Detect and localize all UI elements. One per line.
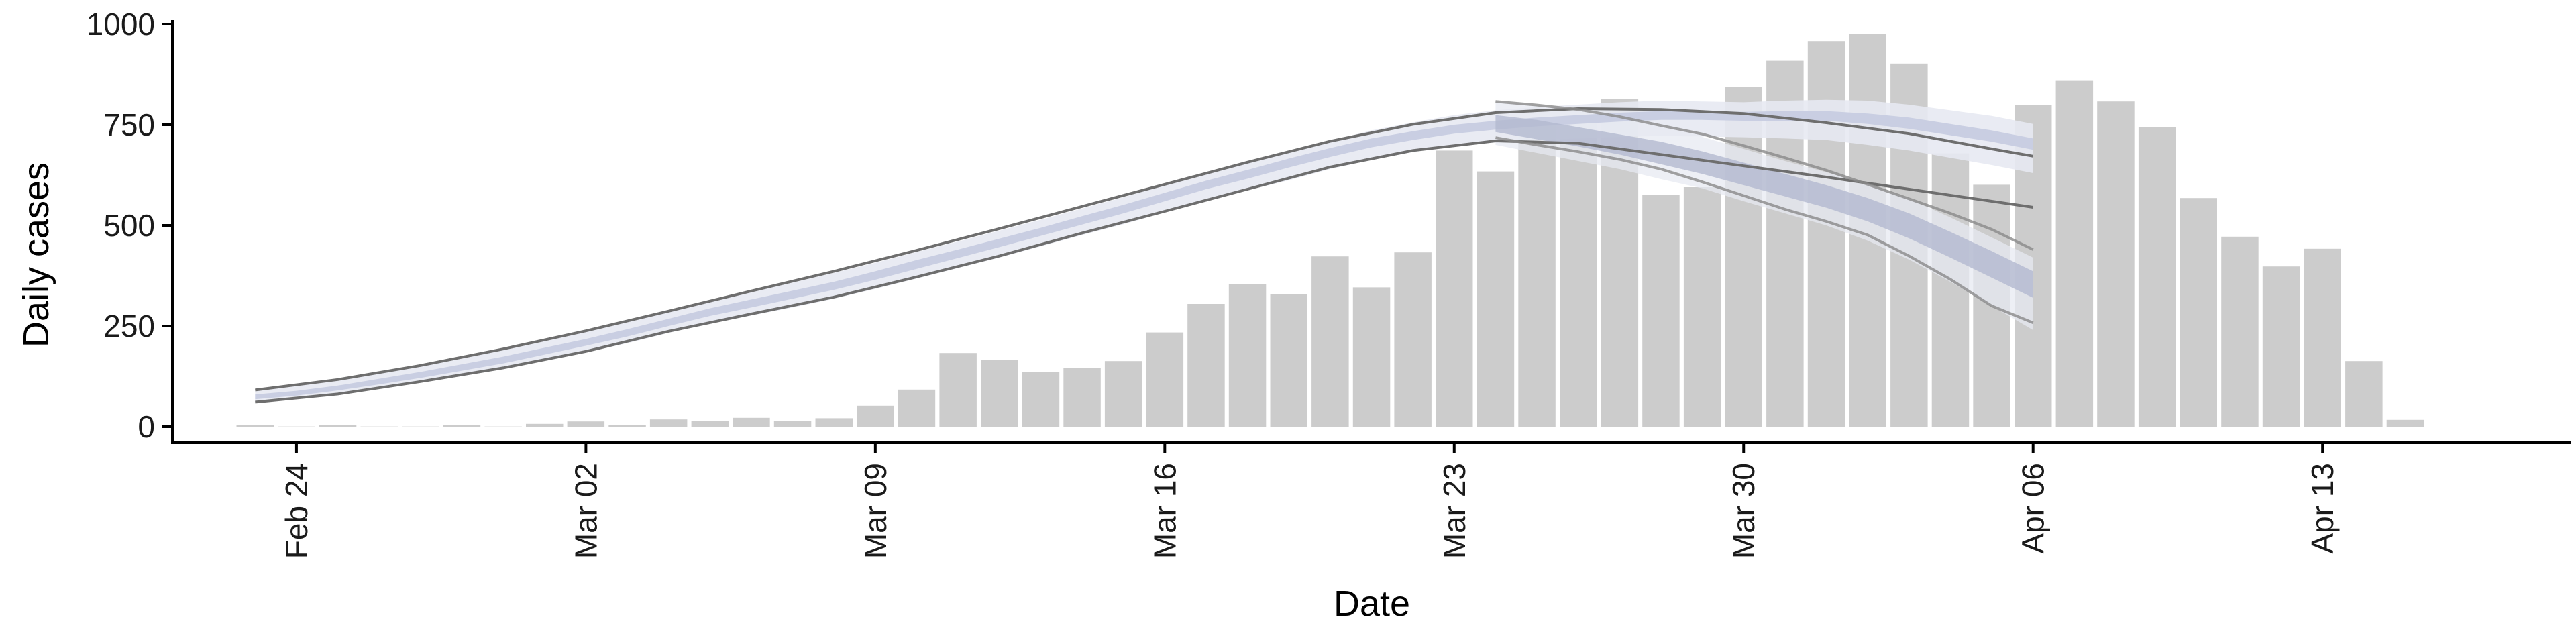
bar-2020-03-23 bbox=[1436, 150, 1473, 427]
bar-2020-03-10 bbox=[898, 390, 936, 427]
bar-2020-04-14 bbox=[2345, 361, 2383, 427]
bar-2020-04-11 bbox=[2221, 237, 2259, 427]
bar-2020-03-06 bbox=[733, 418, 770, 427]
y-tick-label-0: 0 bbox=[138, 409, 155, 444]
bar-2020-03-25 bbox=[1518, 125, 1556, 427]
bar-2020-03-16 bbox=[1146, 333, 1184, 427]
bar-2020-03-11 bbox=[939, 353, 977, 427]
x-tick-label-2020-04-06: Apr 06 bbox=[2016, 463, 2051, 554]
x-tick-label-2020-02-24: Feb 24 bbox=[279, 463, 314, 559]
bar-2020-03-08 bbox=[816, 418, 853, 427]
bar-2020-03-05 bbox=[692, 421, 729, 427]
bar-2020-04-01 bbox=[1808, 41, 1845, 427]
bar-2020-03-04 bbox=[650, 419, 688, 427]
x-tick-label-2020-03-23: Mar 23 bbox=[1437, 463, 1472, 559]
bar-2020-03-24 bbox=[1477, 172, 1515, 427]
bar-2020-03-28 bbox=[1642, 195, 1680, 427]
x-ticks: Feb 24 Mar 02 Mar 09 Mar 16 Mar 23 Mar 30 Apr … bbox=[279, 443, 2340, 559]
bar-2020-03-13 bbox=[1022, 372, 1060, 427]
bar-2020-02-23 bbox=[237, 425, 274, 427]
bar-2020-03-21 bbox=[1353, 287, 1391, 427]
bar-2020-02-27 bbox=[402, 426, 439, 427]
bar-2020-03-22 bbox=[1394, 252, 1432, 427]
bar-2020-03-09 bbox=[857, 406, 894, 427]
x-tick-label-2020-03-16: Mar 16 bbox=[1147, 463, 1182, 559]
bar-2020-04-07 bbox=[2056, 81, 2094, 427]
bar-2020-03-03 bbox=[608, 425, 646, 427]
bar-2020-03-07 bbox=[774, 421, 812, 427]
bar-2020-03-20 bbox=[1311, 256, 1349, 427]
bar-2020-03-14 bbox=[1063, 368, 1101, 427]
bar-2020-03-26 bbox=[1560, 121, 1597, 427]
x-tick-label-2020-03-09: Mar 09 bbox=[858, 463, 893, 559]
bar-2020-03-02 bbox=[568, 421, 605, 427]
bar-2020-04-12 bbox=[2263, 266, 2300, 427]
y-ticks: 0 250 500 750 1000 bbox=[87, 7, 172, 444]
y-tick-label-250: 250 bbox=[103, 309, 155, 343]
bar-2020-02-25 bbox=[319, 425, 357, 427]
y-axis-title: Daily cases bbox=[16, 162, 56, 347]
x-tick-label-2020-03-02: Mar 02 bbox=[568, 463, 603, 559]
bar-2020-03-19 bbox=[1271, 294, 1308, 427]
bar-2020-03-29 bbox=[1684, 187, 1721, 427]
bar-2020-03-15 bbox=[1105, 361, 1142, 427]
y-tick-label-750: 750 bbox=[103, 107, 155, 142]
bar-2020-04-10 bbox=[2180, 198, 2218, 427]
bars-layer bbox=[237, 34, 2424, 427]
bar-2020-02-28 bbox=[443, 425, 481, 427]
x-tick-label-2020-03-30: Mar 30 bbox=[1726, 463, 1761, 559]
bar-2020-03-01 bbox=[526, 424, 564, 427]
bar-2020-02-29 bbox=[484, 426, 522, 427]
bar-2020-04-15 bbox=[2387, 420, 2424, 427]
bar-2020-03-17 bbox=[1187, 304, 1225, 427]
x-axis-title: Date bbox=[1334, 584, 1410, 624]
bar-2020-02-24 bbox=[278, 426, 315, 427]
bar-2020-04-08 bbox=[2097, 101, 2135, 427]
bar-2020-03-18 bbox=[1229, 284, 1267, 427]
bar-2020-02-26 bbox=[361, 426, 398, 427]
bar-2020-03-12 bbox=[981, 360, 1018, 427]
y-tick-label-500: 500 bbox=[103, 208, 155, 243]
x-tick-label-2020-04-13: Apr 13 bbox=[2305, 463, 2340, 554]
bar-2020-04-13 bbox=[2304, 249, 2341, 427]
bar-2020-04-09 bbox=[2139, 127, 2176, 427]
y-tick-label-1000: 1000 bbox=[87, 7, 155, 42]
